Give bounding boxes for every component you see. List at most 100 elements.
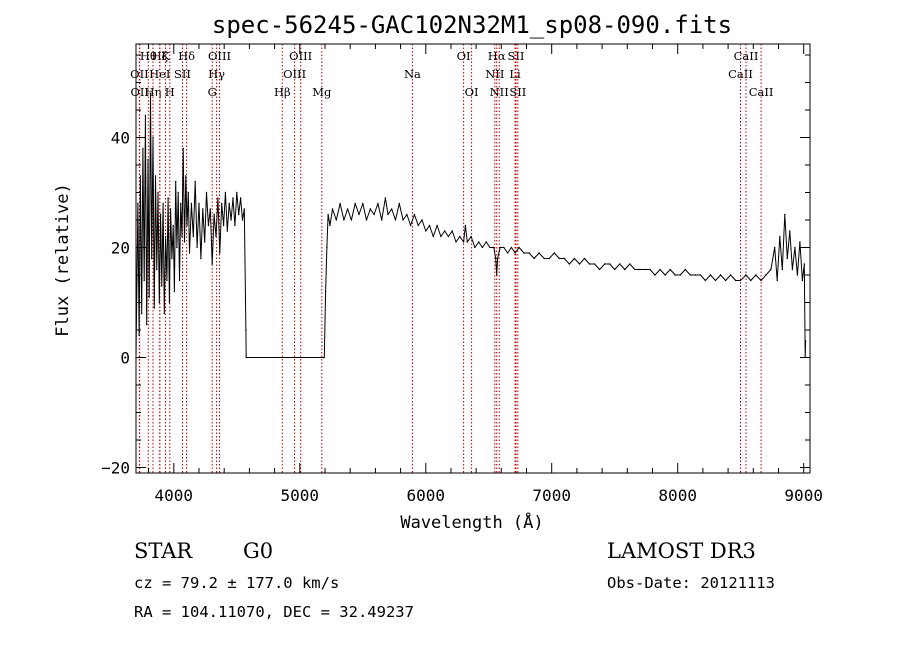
data-point: [624, 268, 626, 271]
data-point: [654, 274, 656, 276]
data-point: [478, 241, 480, 243]
data-point: [801, 279, 804, 282]
data-point: [331, 208, 334, 210]
data-point: [760, 279, 762, 282]
data-point: [326, 246, 328, 249]
data-point: [548, 257, 550, 260]
data-point: [151, 257, 153, 260]
data-point: [358, 213, 360, 216]
data-point: [674, 274, 676, 276]
data-point: [324, 290, 327, 293]
data-point: [138, 334, 140, 337]
data-point: [394, 219, 397, 221]
data-point: [629, 263, 631, 265]
line-marker-label: CaII: [749, 85, 774, 99]
data-point: [373, 213, 375, 216]
data-point: [694, 274, 697, 276]
data-point: [619, 263, 621, 265]
data-point: [143, 279, 145, 282]
x-tick-label: 4000: [155, 486, 194, 505]
line-marker-label: OI: [465, 85, 479, 99]
data-point: [789, 230, 791, 232]
data-point: [226, 230, 228, 232]
data-point: [168, 301, 171, 304]
x-tick-label: 6000: [407, 486, 446, 505]
redshift-readout: cz = 79.2 ± 177.0 km/s: [134, 574, 340, 592]
data-point: [215, 235, 217, 238]
data-point: [503, 246, 505, 249]
line-marker-label: OII: [130, 67, 149, 81]
data-point: [239, 197, 242, 199]
data-point: [152, 136, 154, 139]
coordinates-readout: RA = 104.11070, DEC = 32.49237: [134, 603, 414, 621]
x-tick-label: 7000: [532, 486, 571, 505]
object-class: STAR: [134, 539, 193, 563]
data-point: [142, 147, 144, 150]
data-point: [464, 224, 467, 227]
data-point: [198, 202, 200, 205]
data-point: [436, 224, 438, 227]
line-marker-label: OIII: [289, 49, 312, 63]
line-marker-label: CaII: [734, 49, 759, 63]
data-point: [329, 224, 331, 227]
line-marker-label: OIII: [283, 67, 306, 81]
x-tick-label: 5000: [281, 486, 320, 505]
data-point: [729, 274, 732, 276]
data-point: [791, 268, 794, 271]
line-marker-label: OII: [130, 85, 149, 99]
data-point: [234, 224, 236, 227]
data-point: [362, 202, 364, 205]
data-point: [180, 202, 182, 205]
series-line: [135, 93, 807, 358]
data-point: [558, 257, 560, 260]
x-tick-label: 9000: [784, 486, 823, 505]
data-point: [177, 191, 179, 194]
data-point: [159, 213, 162, 216]
data-point: [196, 246, 198, 249]
data-point: [181, 235, 183, 238]
data-point: [169, 208, 172, 210]
data-point: [335, 219, 337, 221]
line-marker-label: OI: [457, 49, 471, 63]
data-point: [745, 274, 747, 276]
data-point: [172, 224, 174, 227]
line-marker-label: Mg: [312, 85, 332, 99]
data-point: [211, 263, 213, 265]
line-marker-label: Hη: [145, 85, 162, 99]
data-point: [428, 224, 431, 227]
data-point: [444, 230, 446, 232]
data-point: [245, 329, 247, 331]
data-point: [158, 301, 160, 304]
data-point: [173, 290, 176, 293]
data-point: [350, 219, 353, 221]
data-point: [171, 257, 173, 260]
data-point: [141, 312, 143, 315]
data-point: [425, 230, 427, 232]
data-point: [679, 274, 681, 276]
data-point: [735, 279, 737, 282]
data-point: [644, 268, 646, 271]
data-point: [413, 213, 416, 216]
data-point: [384, 197, 387, 199]
data-point: [377, 202, 379, 205]
data-point: [221, 202, 223, 205]
line-marker-label: SII: [508, 49, 525, 63]
data-point: [481, 246, 484, 249]
data-point: [755, 274, 757, 276]
data-point: [485, 241, 487, 243]
data-point: [649, 268, 651, 271]
data-point: [245, 356, 247, 359]
data-point: [200, 257, 202, 260]
y-axis-ticks: −20 0 20 40: [101, 54, 810, 478]
data-point: [714, 279, 717, 282]
data-point: [634, 268, 636, 271]
data-point: [704, 279, 707, 282]
data-point: [161, 285, 163, 287]
data-point: [137, 202, 139, 205]
data-point: [147, 158, 149, 161]
line-marker-label: HeI: [149, 67, 170, 81]
data-point: [765, 274, 767, 276]
data-point: [178, 279, 181, 282]
data-point: [391, 208, 393, 210]
